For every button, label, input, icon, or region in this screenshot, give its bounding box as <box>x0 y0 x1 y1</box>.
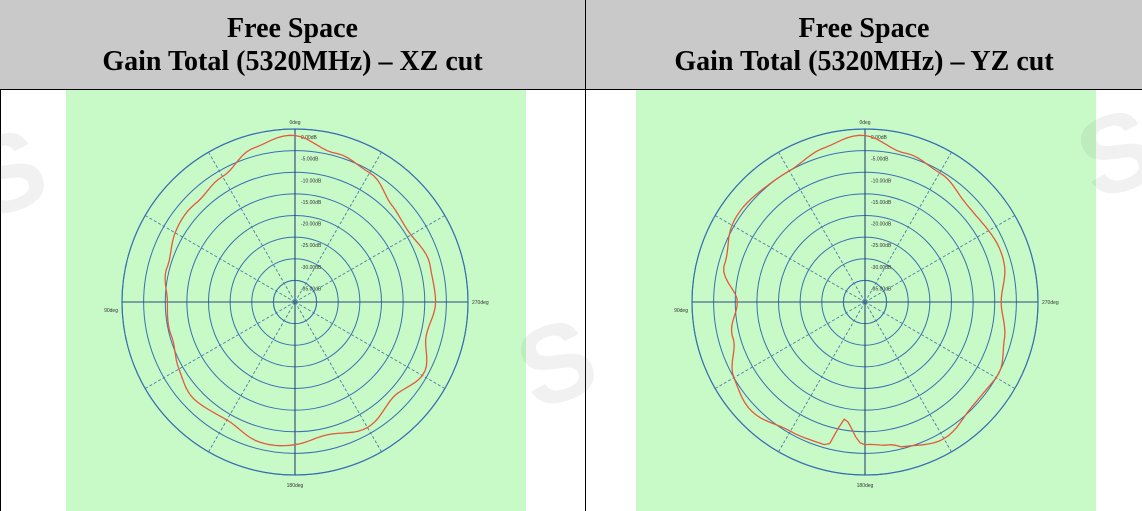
polar-spoke <box>778 301 866 453</box>
polar-angle-label-top: 0deg <box>289 120 300 126</box>
table-left-border <box>0 0 1 511</box>
polar-radial-label: -20.00dB <box>871 222 892 228</box>
polar-spoke <box>144 301 296 389</box>
polar-svg: 0.00dB -5.00dB -10.00dB -15.00dB -20.00dB -25… <box>104 120 489 489</box>
polar-radial-label: -5.00dB <box>301 157 319 163</box>
polar-angle-label-top: 0deg <box>859 120 870 126</box>
polar-radial-label: 0.00dB <box>301 135 318 141</box>
polar-svg: 0.00dB -5.00dB -10.00dB -15.00dB -20.00dB -25… <box>674 120 1059 489</box>
yz-cut-polar-plot: 0.00dB -5.00dB -10.00dB -15.00dB -20.00dB -25… <box>636 90 1096 511</box>
polar-spoke <box>208 151 296 303</box>
polar-radial-label: -20.00dB <box>301 222 322 228</box>
polar-spoke <box>778 151 866 303</box>
polar-spoke <box>864 151 952 303</box>
polar-spoke <box>714 301 866 389</box>
polar-spoke <box>714 215 866 303</box>
polar-spoke <box>144 215 296 303</box>
polar-radial-label: -35.00dB <box>301 286 322 292</box>
polar-radial-label: 0.00dB <box>871 135 888 141</box>
left-column-header: Free Space Gain Total (5320MHz) – XZ cut <box>0 0 586 90</box>
polar-spoke <box>864 301 1016 389</box>
polar-radial-label: -15.00dB <box>871 200 892 206</box>
polar-radial-label: -10.00dB <box>871 178 892 184</box>
polar-angle-label-left: 90deg <box>104 308 118 314</box>
polar-radial-label: -25.00dB <box>301 243 322 249</box>
polar-angle-label-right: 270deg <box>1042 300 1059 306</box>
polar-spoke <box>294 151 382 303</box>
polar-spoke <box>294 301 446 389</box>
polar-spoke <box>294 301 382 453</box>
left-header-line1: Free Space <box>227 12 358 44</box>
gain-curve <box>723 134 1006 448</box>
polar-radial-label: -25.00dB <box>871 243 892 249</box>
polar-angle-label-right: 270deg <box>472 300 489 306</box>
right-header-line1: Free Space <box>798 12 930 44</box>
polar-spoke <box>864 301 952 453</box>
left-cell <box>0 90 586 511</box>
polar-angle-label-bottom: 180deg <box>287 483 304 489</box>
left-header-line2: Gain Total (5320MHz) – XZ cut <box>102 45 483 77</box>
xz-cut-polar-plot: 0.00dB -5.00dB -10.00dB -15.00dB -20.00dB -25… <box>66 90 526 511</box>
polar-radial-label: -5.00dB <box>871 157 889 163</box>
polar-spoke <box>208 301 296 453</box>
right-column-header: Free Space Gain Total (5320MHz) – YZ cut <box>586 0 1142 90</box>
polar-angle-label-left: 90deg <box>674 308 688 314</box>
polar-radial-label: -30.00dB <box>871 265 892 271</box>
gain-curve <box>164 134 437 447</box>
right-header-line2: Gain Total (5320MHz) – YZ cut <box>674 45 1054 77</box>
polar-radial-label: -10.00dB <box>301 178 322 184</box>
polar-spoke <box>864 215 1016 303</box>
polar-radial-label: -15.00dB <box>301 200 322 206</box>
polar-angle-label-bottom: 180deg <box>857 483 874 489</box>
polar-radial-label: -30.00dB <box>301 265 322 271</box>
polar-spoke <box>294 215 446 303</box>
polar-radial-label: -35.00dB <box>871 286 892 292</box>
